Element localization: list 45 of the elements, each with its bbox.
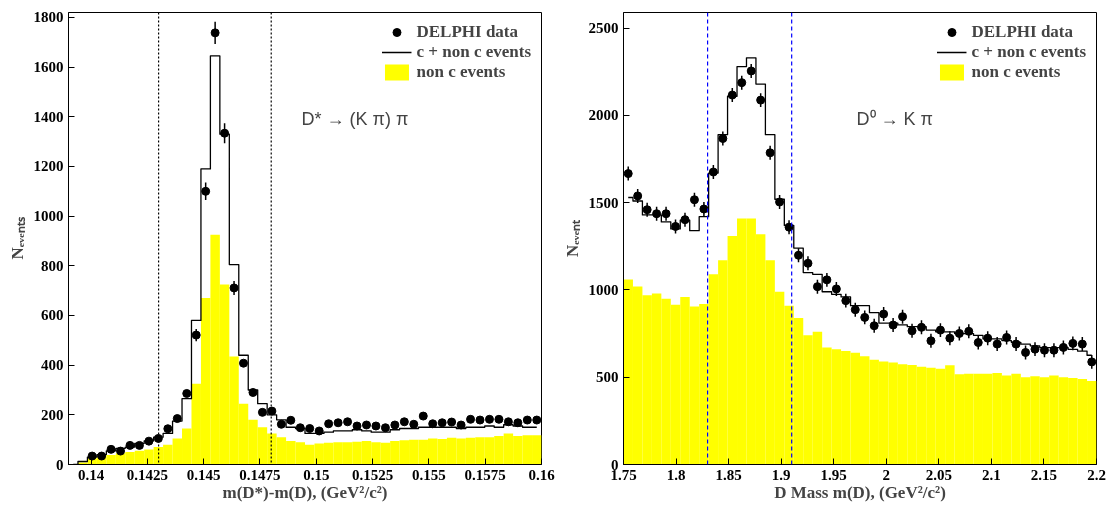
x-tick-label: 0.15	[303, 466, 330, 483]
legend-label: c + non c events	[971, 42, 1086, 62]
x-tick-label: 0.155	[412, 466, 446, 483]
annotation: D* → (K π) π	[301, 109, 409, 130]
y-tick-label: 1000	[588, 281, 619, 298]
y-tick-label: 1800	[33, 9, 64, 26]
y-tick-label: 1000	[33, 208, 64, 225]
legend-label: c + non c events	[416, 42, 531, 62]
y-tick-label: 2000	[588, 107, 619, 124]
y-tick-label: 400	[41, 357, 64, 374]
annotation: D⁰ → K π	[856, 109, 934, 130]
x-axis-title: m(D*)-m(D), (GeV²/c²)	[222, 482, 388, 502]
legend-label: non c events	[416, 62, 506, 82]
y-tick-label: 800	[41, 257, 64, 274]
x-tick-label: 1.9	[771, 466, 791, 483]
legend-label: DELPHI data	[416, 22, 519, 42]
x-tick-label: 2.05	[925, 466, 952, 483]
x-tick-label: 2.2	[1087, 466, 1106, 483]
y-tick-label: 500	[596, 369, 619, 386]
x-tick-label: 1.85	[715, 466, 742, 483]
y-tick-label: 1400	[33, 108, 64, 125]
x-tick-label: 1.95	[820, 466, 847, 483]
x-tick-label: 2	[882, 466, 891, 483]
x-tick-label: 0.1475	[239, 466, 281, 483]
y-axis-title: Nₑᵥₑₙₜ	[562, 218, 582, 258]
x-tick-label: 1.8	[666, 466, 686, 483]
x-tick-label: 0.1425	[126, 466, 168, 483]
y-tick-label: 600	[41, 307, 64, 324]
y-tick-label: 2500	[588, 20, 619, 37]
y-tick-label: 0	[56, 456, 64, 473]
legend-label: non c events	[971, 62, 1061, 82]
x-tick-label: 2.1	[982, 466, 1001, 483]
y-tick-label: 1500	[588, 194, 619, 211]
y-axis-title: Nₑᵥₑₙₜₛ	[7, 216, 27, 260]
x-tick-label: 0.14	[77, 466, 105, 483]
x-axis-title: D Mass m(D), (GeV²/c²)	[774, 482, 946, 502]
legend-label: DELPHI data	[971, 22, 1074, 42]
x-tick-label: 0.145	[186, 466, 221, 483]
y-tick-label: 1600	[33, 59, 64, 76]
y-tick-label: 200	[41, 406, 64, 423]
y-tick-label: 1200	[33, 158, 64, 175]
x-tick-label: 0.1575	[464, 466, 506, 483]
x-tick-label: 0.16	[528, 466, 556, 483]
x-tick-label: 0.1525	[351, 466, 394, 483]
x-tick-label: 2.15	[1030, 466, 1058, 483]
